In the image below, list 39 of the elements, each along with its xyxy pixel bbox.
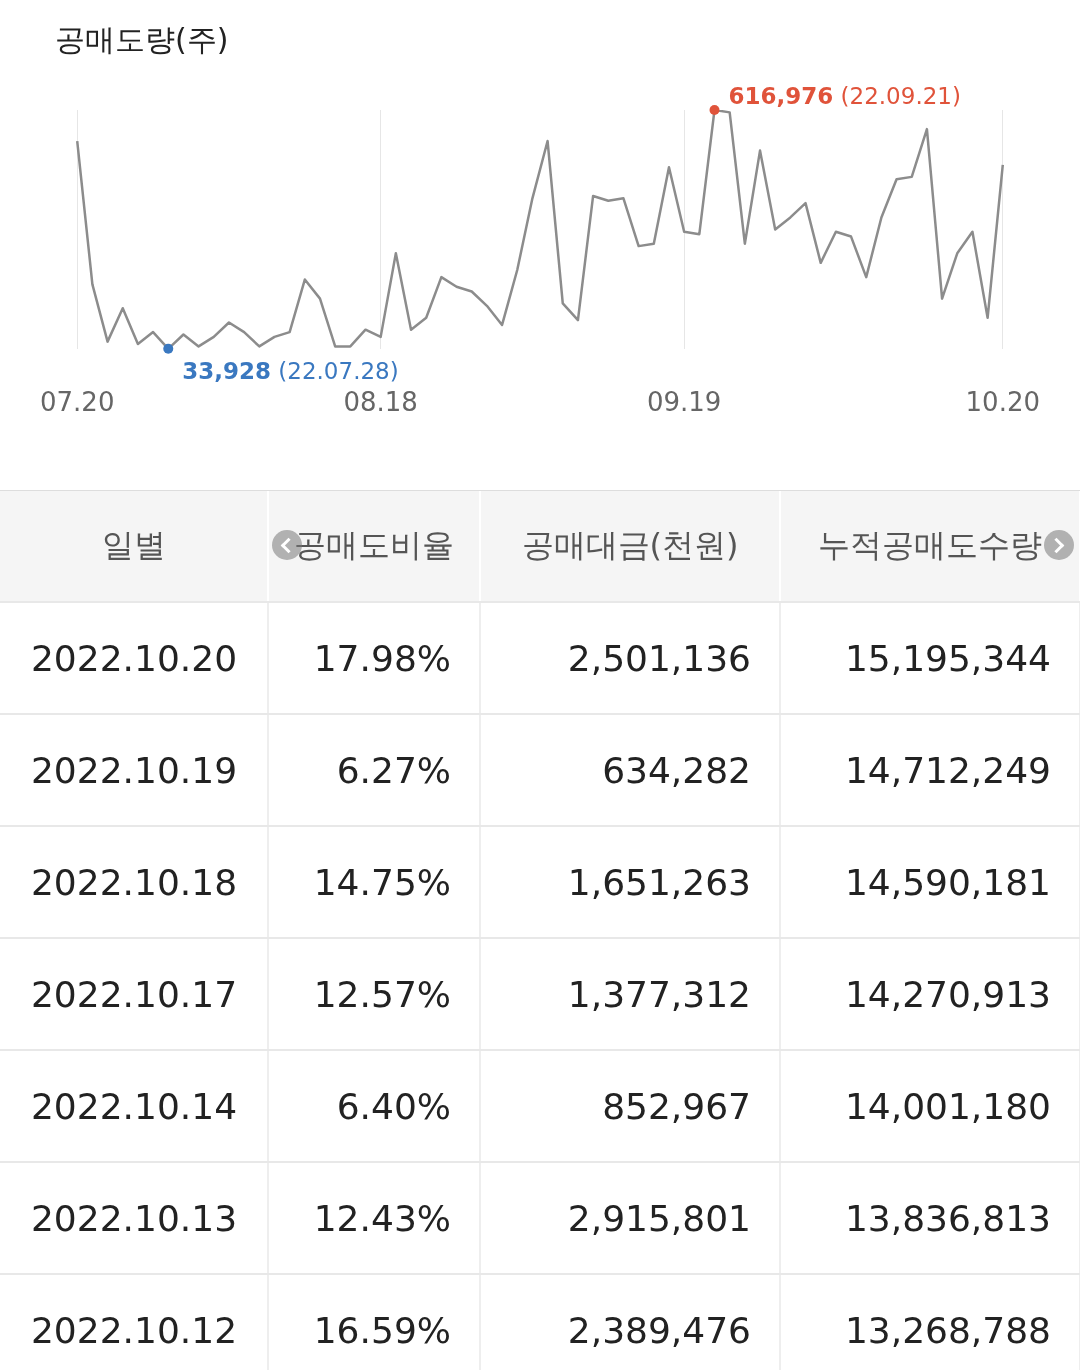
category-label: 누적공매도수량 xyxy=(780,491,1080,602)
text: 15,195,344 xyxy=(844,637,1051,679)
text: 2022.10.19 xyxy=(30,749,238,791)
text: 2022.10.12 xyxy=(30,1309,238,1351)
text: 6.27% xyxy=(336,749,451,791)
text: 2022.10.17 xyxy=(30,973,238,1015)
text: 14.75% xyxy=(313,861,451,903)
text: 14,270,913 xyxy=(844,973,1051,1015)
x-tick-label: 07.20 xyxy=(40,387,115,418)
text: 2022.10.20 xyxy=(30,637,238,679)
text: 14,590,181 xyxy=(844,861,1051,903)
text: 2,501,136 xyxy=(567,637,751,679)
text: 13,836,813 xyxy=(844,1197,1051,1239)
text: 14,712,249 xyxy=(844,749,1051,791)
text: 12.57% xyxy=(313,973,451,1015)
text: 1,651,263 xyxy=(567,861,751,903)
text: 6.40% xyxy=(336,1085,451,1127)
text: 634,282 xyxy=(602,749,751,791)
text: 17.98% xyxy=(313,637,451,679)
text: 616,976 (22.09.21) xyxy=(728,82,961,109)
category-label: 일별 xyxy=(0,491,268,602)
text: 2,915,801 xyxy=(567,1197,751,1239)
text: 852,967 xyxy=(602,1085,751,1127)
text: 2022.10.18 xyxy=(30,861,238,903)
text: 13,268,788 xyxy=(844,1309,1051,1351)
chart-title: 공매도량(주) xyxy=(55,21,229,59)
text: 14,001,180 xyxy=(844,1085,1051,1127)
text: 33,928 (22.07.28) xyxy=(182,357,399,384)
text: 1,377,312 xyxy=(567,973,751,1015)
x-tick-label: 08.18 xyxy=(343,387,418,418)
text: 2022.10.13 xyxy=(30,1197,238,1239)
text: 12.43% xyxy=(313,1197,451,1239)
text: 2022.10.14 xyxy=(30,1085,238,1127)
category-label: 공매도비율 xyxy=(268,491,480,602)
text: 16.59% xyxy=(313,1309,451,1351)
x-tick-label: 10.20 xyxy=(965,387,1040,418)
x-tick-label: 09.19 xyxy=(646,387,722,418)
category-label: 공매대금(천원) xyxy=(480,491,780,602)
text: 2,389,476 xyxy=(567,1309,751,1351)
